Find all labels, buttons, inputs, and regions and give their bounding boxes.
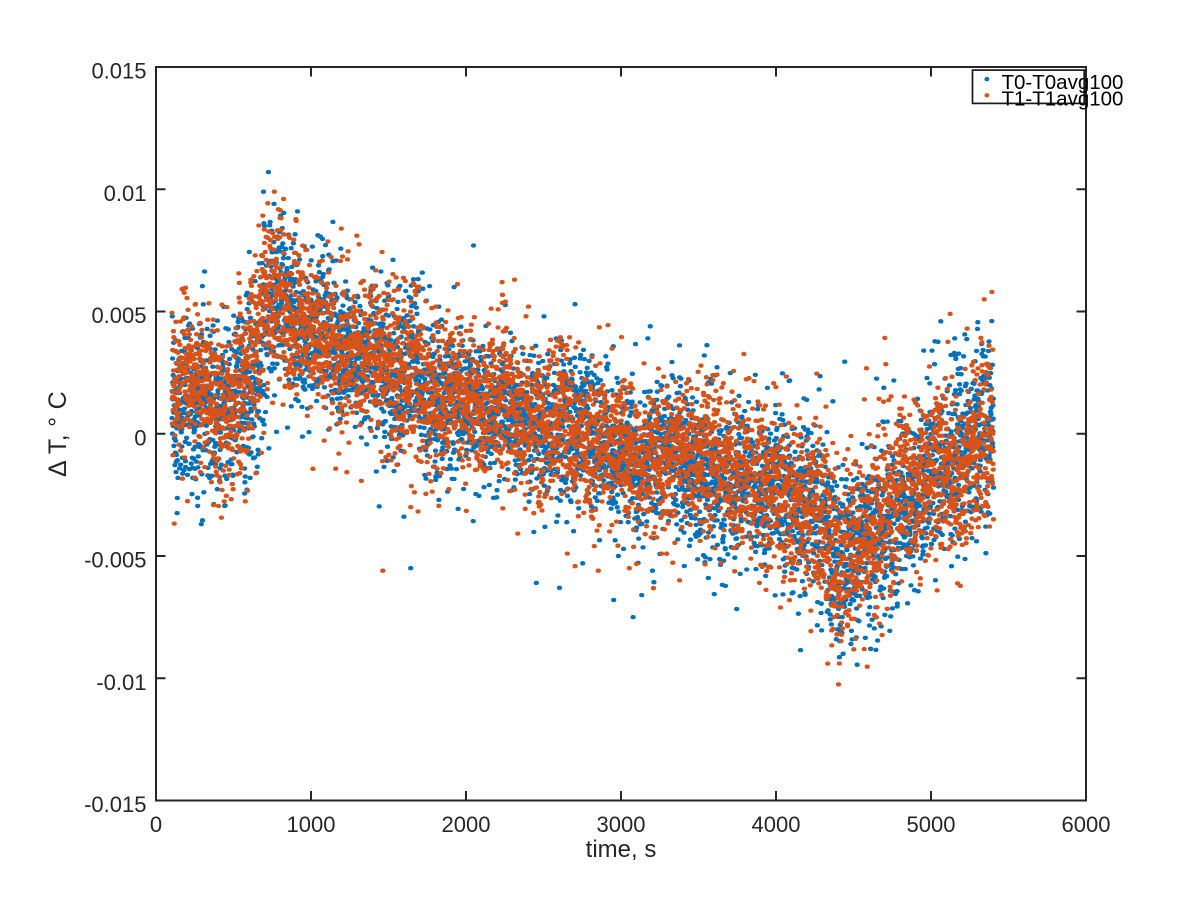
svg-text:5000: 5000 <box>907 812 956 837</box>
svg-text:3000: 3000 <box>597 812 646 837</box>
svg-text:0: 0 <box>150 812 162 837</box>
svg-text:0.005: 0.005 <box>91 303 146 328</box>
svg-text:0.01: 0.01 <box>104 181 147 206</box>
svg-text:-0.015: -0.015 <box>84 792 146 817</box>
svg-text:2000: 2000 <box>442 812 491 837</box>
svg-text:-0.005: -0.005 <box>84 548 146 573</box>
svg-text:4000: 4000 <box>752 812 801 837</box>
svg-text:1000: 1000 <box>287 812 336 837</box>
svg-text:Δ T, ° C: Δ T, ° C <box>44 391 72 477</box>
svg-text:6000: 6000 <box>1062 812 1111 837</box>
svg-text:T0-T0avg100: T0-T0avg100 <box>1002 71 1124 94</box>
svg-text:time, s: time, s <box>586 836 657 863</box>
svg-text:0: 0 <box>134 425 146 450</box>
svg-text:T1-T1avg100: T1-T1avg100 <box>1002 88 1124 111</box>
svg-text:0.015: 0.015 <box>91 59 146 84</box>
svg-text:-0.01: -0.01 <box>96 670 146 695</box>
